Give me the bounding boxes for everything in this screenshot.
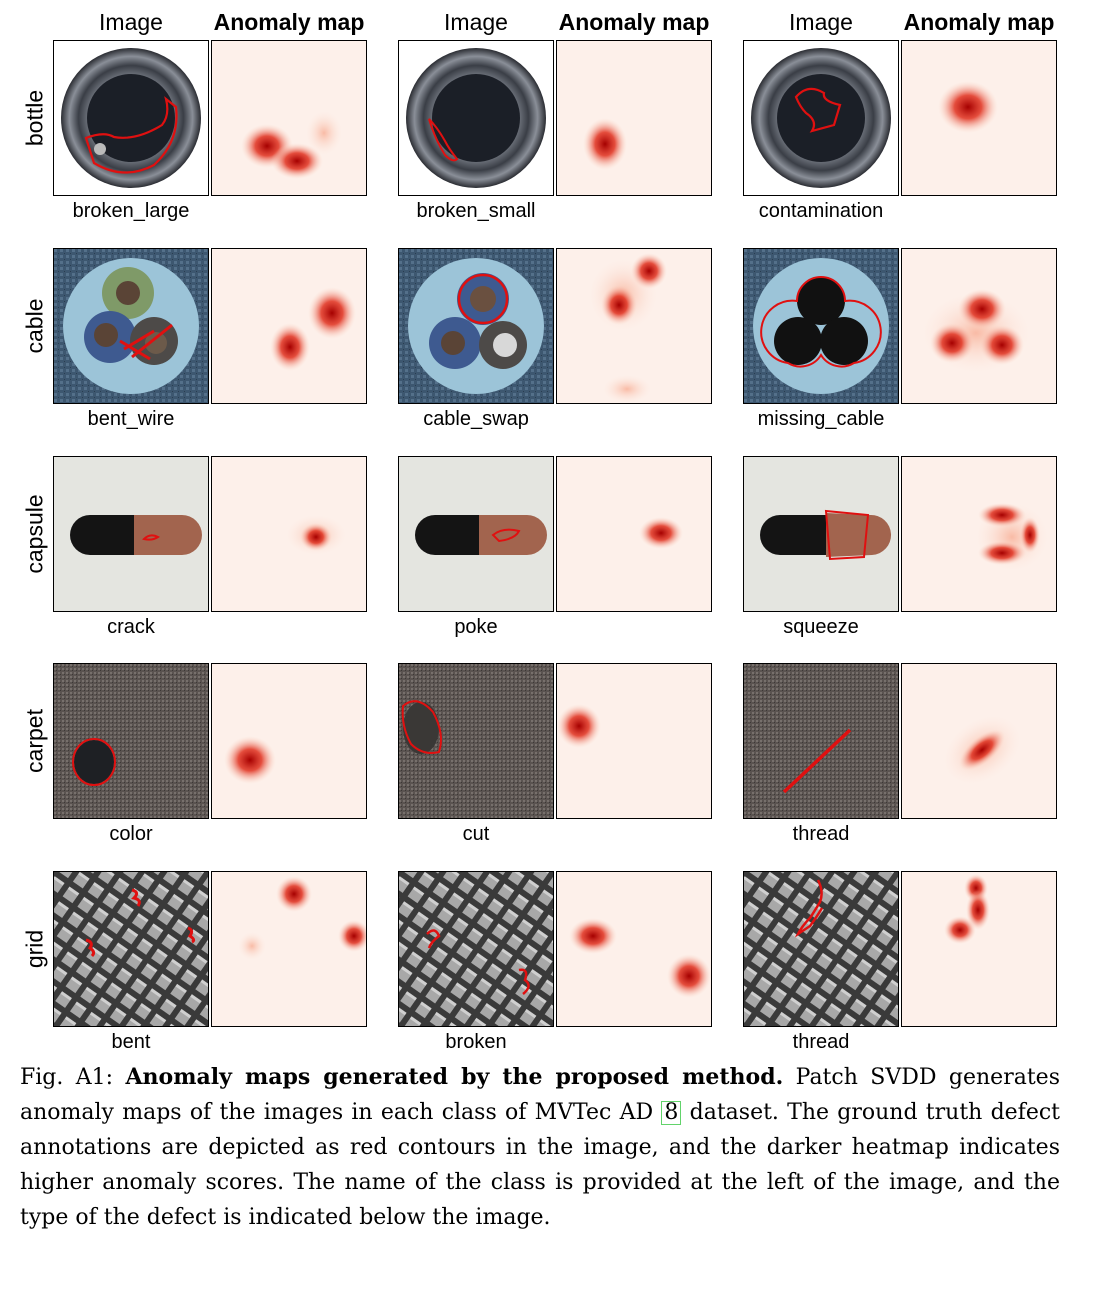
defect-label: broken_large	[72, 200, 190, 222]
header-anomaly-map-1: Anomaly map	[213, 9, 365, 35]
defect-image	[398, 248, 554, 404]
defect-image	[53, 456, 209, 612]
class-label-capsule: capsule	[21, 494, 48, 574]
caption-title: Anomaly maps generated by the proposed m…	[125, 1064, 784, 1090]
caption-prefix: Fig. A1:	[20, 1065, 126, 1090]
class-label-carpet: carpet	[21, 709, 48, 773]
class-label-cable: cable	[21, 298, 48, 354]
header-anomaly-map-3: Anomaly map	[903, 9, 1055, 35]
defect-label: missing_cable	[757, 408, 885, 430]
defect-label: cut	[462, 823, 490, 845]
defect-label: bent	[111, 1031, 151, 1053]
defect-image	[398, 40, 554, 196]
defect-label: thread	[792, 823, 850, 845]
defect-image	[53, 871, 209, 1027]
anomaly-map	[556, 871, 712, 1027]
anomaly-map	[211, 456, 367, 612]
anomaly-map	[901, 456, 1057, 612]
anomaly-map	[556, 663, 712, 819]
defect-image	[398, 456, 554, 612]
anomaly-map	[901, 248, 1057, 404]
anomaly-map	[211, 248, 367, 404]
header-image-2: Image	[444, 9, 508, 35]
caption-text-continued: dataset. The ground truth defect annotat…	[20, 1100, 1060, 1230]
anomaly-map	[901, 663, 1057, 819]
citation-link[interactable]: 8	[661, 1101, 682, 1125]
class-label-grid: grid	[21, 929, 48, 969]
figure-caption: Fig. A1: Anomaly maps generated by the p…	[20, 1060, 1060, 1235]
defect-image	[743, 871, 899, 1027]
defect-label: color	[109, 823, 153, 845]
defect-label: thread	[792, 1031, 850, 1053]
header-image-3: Image	[789, 9, 853, 35]
defect-image	[53, 663, 209, 819]
anomaly-map	[556, 456, 712, 612]
defect-image	[743, 663, 899, 819]
defect-label: squeeze	[783, 616, 859, 638]
defect-label: cable_swap	[423, 408, 529, 430]
defect-label: broken_small	[416, 200, 536, 222]
defect-image	[398, 871, 554, 1027]
defect-label: broken	[445, 1031, 507, 1053]
anomaly-map	[211, 663, 367, 819]
defect-image	[53, 40, 209, 196]
defect-label: contamination	[758, 200, 884, 222]
defect-image	[743, 248, 899, 404]
anomaly-map	[556, 40, 712, 196]
defect-image	[743, 40, 899, 196]
defect-label: crack	[107, 616, 155, 638]
defect-image	[53, 248, 209, 404]
defect-image	[743, 456, 899, 612]
anomaly-map	[901, 871, 1057, 1027]
defect-image	[398, 663, 554, 819]
header-image-1: Image	[99, 9, 163, 35]
class-label-bottle: bottle	[21, 89, 48, 147]
defect-label: bent_wire	[87, 408, 175, 430]
defect-label: poke	[454, 616, 498, 638]
anomaly-map	[211, 871, 367, 1027]
caption-text: Patch SVDD generates anomaly maps of the…	[20, 1065, 1060, 1125]
anomaly-map	[211, 40, 367, 196]
header-anomaly-map-2: Anomaly map	[558, 9, 710, 35]
anomaly-map	[901, 40, 1057, 196]
anomaly-map	[556, 248, 712, 404]
